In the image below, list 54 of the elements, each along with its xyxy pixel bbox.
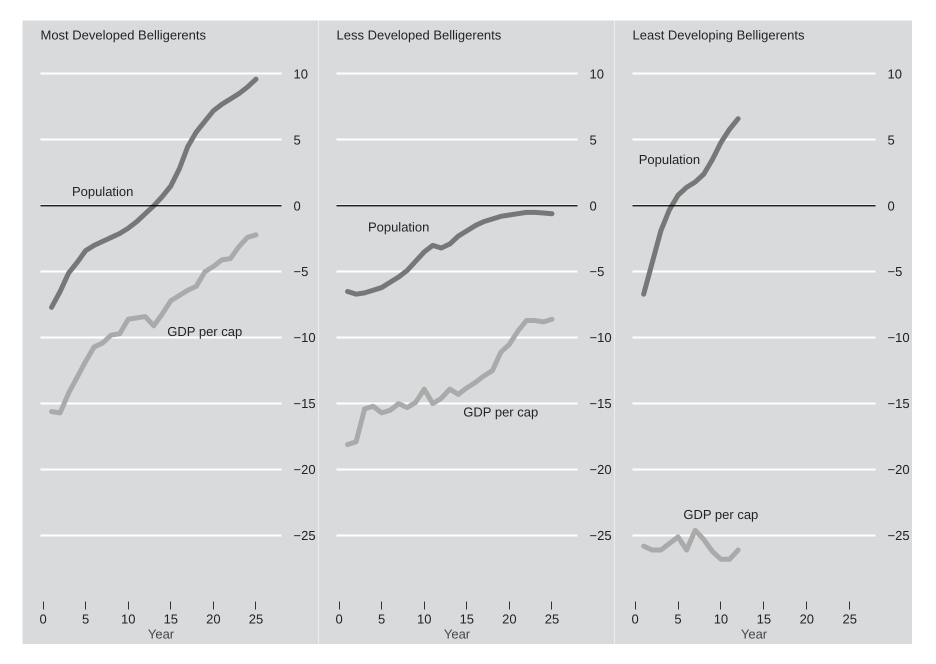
- x-tick-label: 15: [756, 612, 772, 626]
- y-tick-label: −20: [590, 462, 612, 478]
- x-axis-title: Year: [444, 626, 471, 642]
- y-tick-label: −25: [888, 528, 910, 544]
- x-tick-label: 10: [416, 612, 432, 626]
- y-tick-label: −5: [888, 264, 902, 280]
- x-tick-label: 20: [800, 612, 814, 626]
- y-tick-label: 5: [294, 132, 301, 148]
- x-tick-label: 0: [39, 612, 47, 626]
- y-tick-label: 5: [888, 132, 895, 148]
- x-tick-label: 25: [544, 612, 560, 626]
- y-tick-label: −15: [590, 396, 612, 412]
- x-axis-title: Year: [740, 626, 768, 642]
- y-tick-label: 5: [590, 132, 597, 148]
- y-tick-label: −10: [590, 330, 612, 346]
- x-tick-label: 5: [674, 612, 682, 626]
- y-tick-label: −5: [590, 264, 604, 280]
- x-tick-label: 0: [631, 612, 639, 626]
- y-tick-label: 10: [590, 66, 604, 82]
- x-tick-label: 25: [248, 612, 264, 626]
- x-axis-title: Year: [148, 626, 175, 642]
- series-label: GDP per cap: [683, 506, 758, 522]
- chart-title: Most Developed Belligerents: [40, 28, 206, 42]
- y-tick-label: 0: [590, 198, 597, 214]
- x-tick-label: 20: [206, 612, 221, 626]
- y-tick-label: 0: [294, 198, 301, 214]
- y-tick-label: −20: [888, 462, 910, 478]
- y-tick-label: −25: [590, 528, 612, 544]
- series-label: Population: [72, 184, 134, 199]
- x-tick-label: 0: [335, 612, 343, 626]
- series-label: Population: [368, 220, 430, 235]
- x-tick-label: 5: [82, 612, 90, 626]
- y-tick-label: 0: [888, 198, 895, 214]
- series-label: Population: [638, 152, 700, 168]
- chart-title: Least Developing Belligerents: [632, 28, 805, 42]
- y-tick-label: 10: [888, 66, 902, 82]
- x-tick-label: 5: [378, 612, 386, 626]
- y-tick-label: −5: [294, 264, 308, 280]
- y-tick-label: −15: [888, 396, 910, 412]
- series-label: GDP per cap: [167, 324, 242, 340]
- x-tick-label: 20: [502, 612, 517, 626]
- chart-title: Less Developed Belligerents: [336, 28, 502, 42]
- series-label: GDP per cap: [463, 404, 538, 420]
- y-tick-label: −20: [294, 462, 316, 478]
- x-tick-label: 15: [164, 612, 178, 626]
- x-tick-label: 15: [460, 612, 474, 626]
- x-tick-label: 25: [842, 612, 857, 626]
- y-tick-label: −10: [888, 330, 910, 346]
- y-tick-label: 10: [294, 66, 308, 82]
- y-tick-label: −25: [294, 528, 316, 544]
- y-tick-label: −15: [294, 396, 316, 412]
- x-tick-label: 10: [120, 612, 136, 626]
- y-tick-label: −10: [294, 330, 316, 346]
- x-tick-label: 10: [714, 612, 728, 626]
